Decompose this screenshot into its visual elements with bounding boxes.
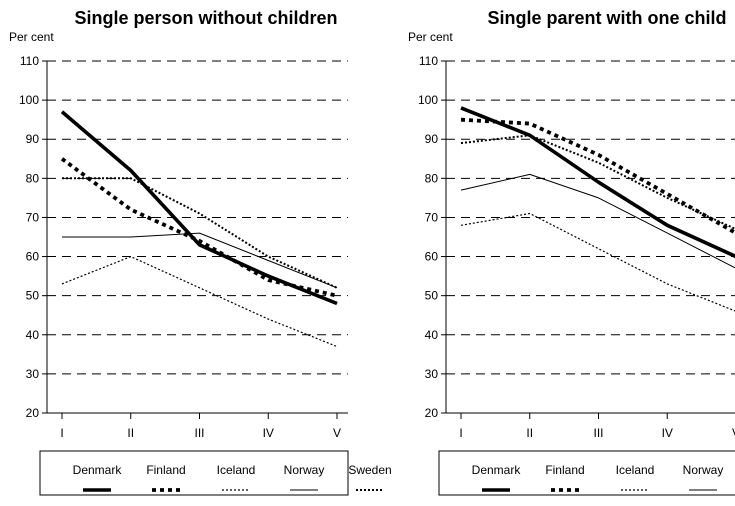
y-tick-label: 70 bbox=[26, 210, 40, 224]
legend-label-denmark: Denmark bbox=[73, 463, 123, 477]
y-tick-label: 90 bbox=[26, 132, 40, 146]
series-line-norway bbox=[62, 232, 338, 289]
legend-label-iceland: Iceland bbox=[217, 463, 256, 477]
legend-label-denmark: Denmark bbox=[472, 463, 522, 477]
x-tick-label: III bbox=[593, 426, 603, 440]
y-tick-label: 40 bbox=[26, 328, 40, 342]
y-tick-label: 110 bbox=[20, 54, 39, 68]
x-tick-label: III bbox=[194, 426, 204, 440]
x-tick-label: II bbox=[526, 426, 533, 440]
chart-title: Single parent with one child bbox=[487, 8, 726, 28]
legend-box bbox=[39, 450, 349, 496]
y-tick-label: 50 bbox=[26, 289, 40, 303]
x-tick-label: I bbox=[60, 426, 63, 440]
y-tick-label: 60 bbox=[425, 250, 439, 264]
y-tick-label: 70 bbox=[425, 210, 439, 224]
y-axis-label: Per cent bbox=[408, 30, 453, 44]
x-tick-label: V bbox=[333, 426, 341, 440]
y-tick-label: 100 bbox=[19, 93, 39, 107]
legend-label-sweden: Sweden bbox=[348, 463, 391, 477]
series-line-norway bbox=[460, 173, 735, 269]
series-line-sweden bbox=[62, 177, 338, 289]
y-tick-label: 30 bbox=[425, 367, 439, 381]
series-line-iceland bbox=[61, 256, 338, 348]
x-tick-label: II bbox=[127, 426, 134, 440]
series-line-finland bbox=[60, 157, 338, 298]
x-tick-label: V bbox=[732, 426, 735, 440]
y-tick-label: 20 bbox=[26, 406, 40, 420]
y-tick-label: 80 bbox=[425, 171, 439, 185]
series-line-denmark bbox=[60, 110, 338, 306]
y-tick-label: 30 bbox=[26, 367, 40, 381]
y-tick-label: 50 bbox=[425, 289, 439, 303]
x-tick-label: IV bbox=[263, 426, 274, 440]
y-tick-label: 110 bbox=[419, 54, 438, 68]
y-tick-label: 60 bbox=[26, 250, 40, 264]
legend-label-norway: Norway bbox=[683, 463, 724, 477]
y-tick-label: 100 bbox=[418, 93, 438, 107]
x-tick-label: I bbox=[459, 426, 462, 440]
y-tick-label: 90 bbox=[425, 132, 439, 146]
series-line-sweden bbox=[460, 134, 735, 230]
y-axis-label: Per cent bbox=[9, 30, 54, 44]
chart-panel-1: Single person without children Per cent 20… bbox=[9, 8, 392, 496]
series-line-iceland bbox=[460, 212, 735, 312]
chart-panel-2: Single parent with one child Per cent 20 30… bbox=[408, 8, 735, 496]
legend-box bbox=[438, 450, 735, 496]
y-tick-label: 40 bbox=[425, 328, 439, 342]
series-line-finland bbox=[460, 117, 735, 235]
legend-label-finland: Finland bbox=[545, 463, 584, 477]
legend-label-iceland: Iceland bbox=[616, 463, 655, 477]
y-tick-label: 80 bbox=[26, 171, 40, 185]
series-line-denmark bbox=[460, 106, 735, 259]
x-tick-label: IV bbox=[662, 426, 673, 440]
legend-label-finland: Finland bbox=[146, 463, 185, 477]
chart-title: Single person without children bbox=[74, 8, 337, 28]
legend-label-norway: Norway bbox=[284, 463, 325, 477]
y-tick-label: 20 bbox=[425, 406, 439, 420]
